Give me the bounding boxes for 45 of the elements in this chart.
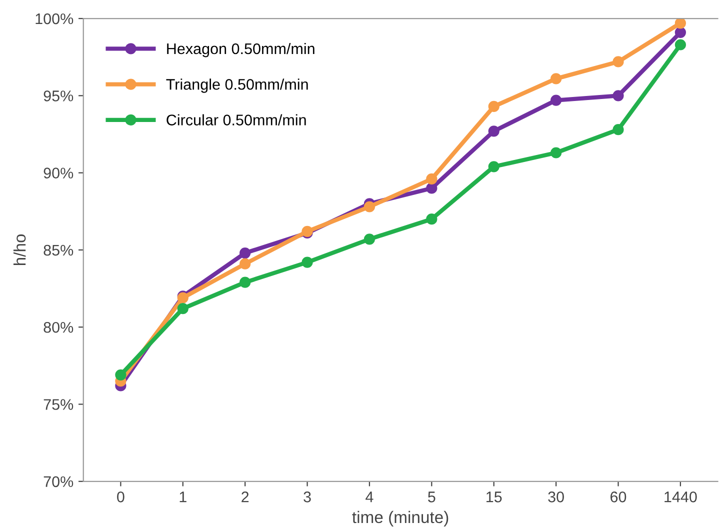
point (302, 256, 313, 268)
x-tick-label: 5 (428, 492, 436, 502)
x-tick-label: 0 (117, 492, 124, 502)
legend-label: Hexagon 0.50mm/min (167, 42, 314, 58)
point (115, 369, 126, 380)
point (426, 173, 438, 185)
point (426, 182, 438, 194)
y-tick-label: 90% (44, 168, 74, 178)
point (612, 56, 624, 68)
y-tick-label: 85% (44, 244, 74, 256)
point (550, 73, 562, 84)
x-tick-label: 30 (548, 492, 564, 502)
y-tick-label: 80% (44, 322, 74, 333)
x-tick-label: 2 (242, 492, 249, 502)
x-tick-label: 15 (486, 492, 502, 502)
point (488, 126, 500, 137)
point (364, 201, 376, 212)
x-tick-label: 1440 (664, 492, 697, 502)
x-tick-label: 4 (366, 492, 374, 502)
legend-label: Circular 0.50mm/min (166, 114, 306, 126)
point (612, 124, 624, 136)
x-tick-label: 60 (610, 492, 626, 502)
y-tick-label: 95% (44, 90, 74, 102)
legend-label: Triangle 0.50mm/min (166, 78, 308, 93)
y-tick-label: 100% (36, 13, 74, 24)
point (426, 214, 438, 225)
point (612, 90, 624, 102)
y-axis-title: h/ho (13, 234, 26, 266)
point (550, 147, 562, 158)
x-tick-label: 1 (180, 492, 186, 502)
point (674, 26, 686, 38)
point (364, 234, 376, 245)
y-tick-label: 75% (44, 399, 74, 410)
x-axis-title: time (minute) (352, 510, 448, 526)
x-tick-label: 3 (304, 492, 311, 502)
point (550, 94, 562, 106)
point (488, 100, 500, 112)
point (488, 161, 500, 172)
y-tick-label: 70% (44, 476, 74, 488)
point (240, 276, 251, 288)
point (674, 39, 686, 50)
point (240, 258, 251, 270)
point (240, 247, 251, 259)
point (177, 303, 188, 314)
point (674, 18, 686, 29)
